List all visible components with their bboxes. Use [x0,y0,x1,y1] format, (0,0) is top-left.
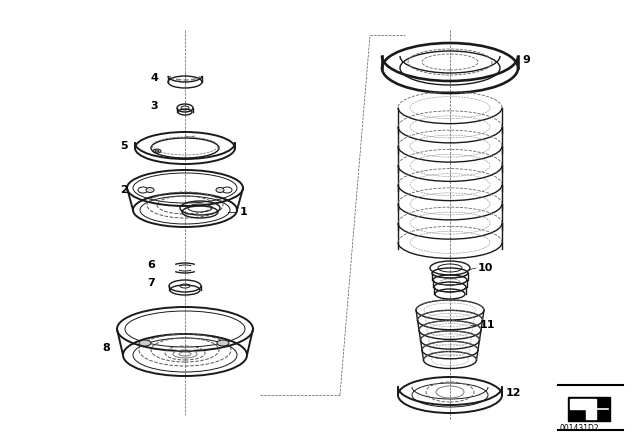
Text: 12: 12 [506,388,522,398]
Ellipse shape [216,188,224,193]
Ellipse shape [139,340,151,346]
Text: 4: 4 [150,73,158,83]
Text: 001431D2: 001431D2 [560,423,600,432]
Text: 3: 3 [150,101,158,111]
Ellipse shape [217,340,229,346]
Text: 2: 2 [120,185,128,195]
Text: 7: 7 [147,278,155,288]
Polygon shape [570,399,596,419]
Text: 6: 6 [147,260,155,270]
Text: 9: 9 [522,55,530,65]
Text: 10: 10 [478,263,493,273]
Text: 5: 5 [120,141,128,151]
Text: 8: 8 [102,343,110,353]
Polygon shape [568,397,610,421]
Text: 1: 1 [240,207,248,217]
Text: 11: 11 [480,320,495,330]
Ellipse shape [146,188,154,193]
